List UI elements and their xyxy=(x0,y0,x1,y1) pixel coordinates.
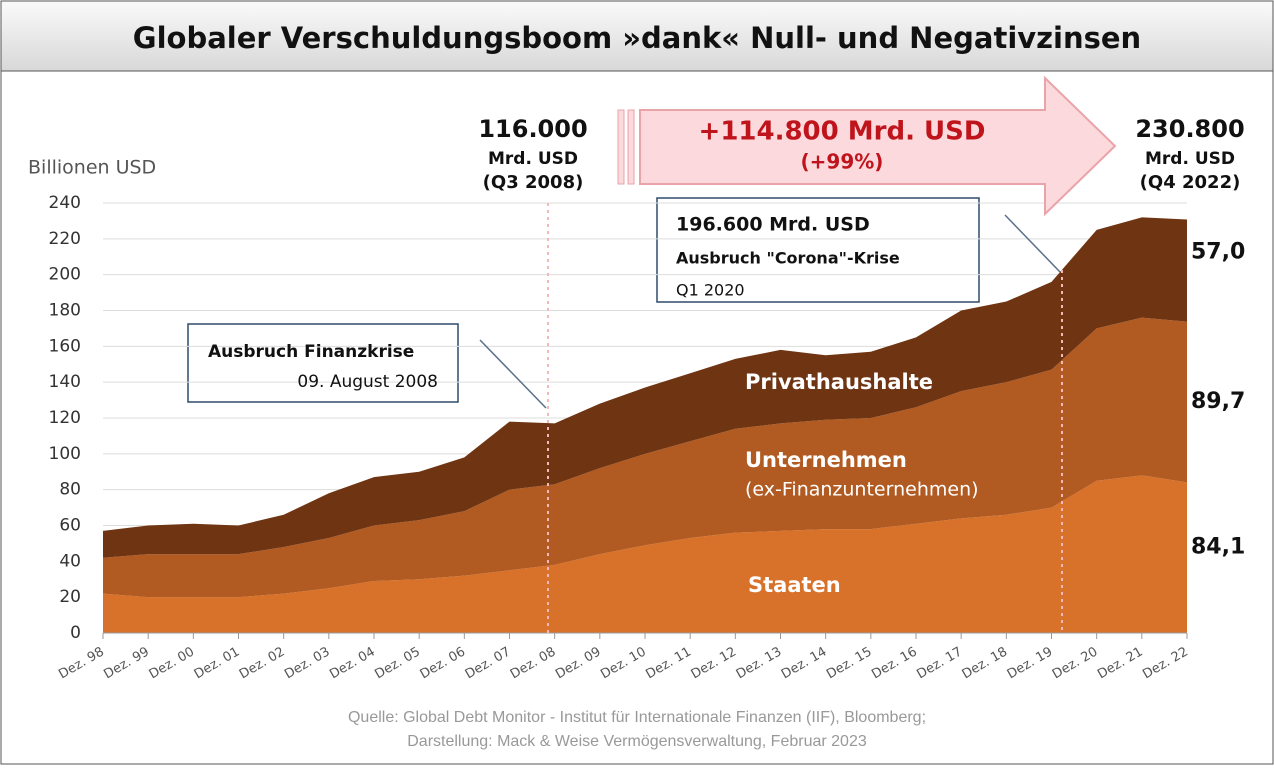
y-tick-label: 20 xyxy=(59,587,81,607)
corona-box xyxy=(656,197,980,303)
y-tick-label: 180 xyxy=(49,301,81,321)
y-tick-label: 60 xyxy=(59,516,81,536)
annotation: 196.600 Mrd. USD xyxy=(676,214,870,236)
annotation: Mrd. USD xyxy=(1145,149,1235,169)
value-label: 84,1 xyxy=(1191,535,1245,560)
value-label: 57,0 xyxy=(1191,240,1245,265)
series-label: (ex-Finanzunternehmen) xyxy=(745,479,979,501)
y-tick-label: 240 xyxy=(49,193,81,213)
y-tick-label: 120 xyxy=(49,408,81,428)
annotation: 09. August 2008 xyxy=(297,372,438,392)
y-tick-label: 220 xyxy=(49,229,81,249)
annotation: Q1 2020 xyxy=(676,281,745,300)
annotation: 230.800 xyxy=(1135,115,1244,143)
annotation: Ausbruch Finanzkrise xyxy=(208,342,414,362)
chart-title: Globaler Verschuldungsboom »dank« Null- … xyxy=(133,21,1141,55)
source: Quelle: Global Debt Monitor - Institut f… xyxy=(348,709,926,726)
title-bar xyxy=(0,0,1274,72)
y-tick-label: 100 xyxy=(49,444,81,464)
annotation: Mrd. USD xyxy=(488,149,578,169)
y-tick-label: 140 xyxy=(49,372,81,392)
annotation: +114.800 Mrd. USD xyxy=(699,117,986,147)
y-tick-label: 200 xyxy=(49,265,81,285)
annotation: 116.000 xyxy=(478,115,587,143)
y-axis-label: Billionen USD xyxy=(28,157,156,179)
growth-arrow xyxy=(617,75,1117,217)
value-label: 89,7 xyxy=(1191,389,1245,414)
callout xyxy=(479,339,547,409)
annotation: (Q4 2022) xyxy=(1140,172,1241,193)
y-tick-label: 40 xyxy=(59,551,81,571)
callout xyxy=(1004,214,1061,273)
y-tick-label: 160 xyxy=(49,336,81,356)
area-0 xyxy=(103,475,1187,633)
area-2 xyxy=(103,217,1187,558)
source: Darstellung: Mack & Weise Vermögensverwa… xyxy=(407,733,867,750)
annotation: (+99%) xyxy=(801,150,884,174)
series-label: Privathaushalte xyxy=(745,370,933,394)
y-tick-label: 0 xyxy=(70,623,81,643)
annotation: Ausbruch "Corona"-Krise xyxy=(676,249,900,268)
y-tick-label: 80 xyxy=(59,480,81,500)
area-1 xyxy=(103,317,1187,598)
annotation: (Q3 2008) xyxy=(483,172,584,193)
crisis-box xyxy=(187,323,459,403)
series-label: Staaten xyxy=(748,573,841,597)
series-label: Unternehmen xyxy=(745,448,907,472)
